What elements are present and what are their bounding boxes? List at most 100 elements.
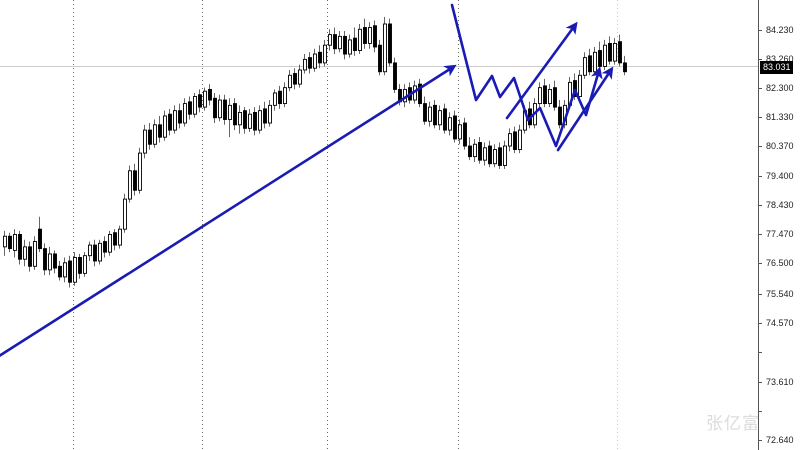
candle — [598, 41, 602, 70]
axis-tick-mark — [759, 176, 762, 177]
channel-lower-arrow[interactable] — [556, 66, 614, 152]
candle-body-down — [378, 44, 382, 73]
candle — [138, 147, 142, 194]
candle — [198, 89, 202, 113]
price-chart-plot[interactable] — [0, 0, 758, 450]
candle — [588, 48, 592, 76]
candle-body-up — [368, 27, 372, 44]
candle — [513, 126, 517, 154]
candle — [143, 124, 147, 159]
axis-tick-label: 84.230 — [766, 25, 794, 35]
candle-body-up — [323, 44, 327, 64]
candle — [218, 94, 222, 122]
candle-body-down — [253, 111, 257, 131]
candle-body-down — [318, 51, 322, 64]
candle-body-down — [213, 97, 217, 119]
candle-body-up — [538, 87, 542, 105]
candle-body-up — [338, 35, 342, 50]
candle — [178, 103, 182, 129]
axis-tick-label: 75.540 — [766, 289, 794, 299]
candle-body-up — [118, 228, 122, 246]
candle-body-down — [263, 108, 267, 124]
candle-body-up — [383, 23, 387, 73]
candle — [153, 119, 157, 148]
candle-body-down — [453, 115, 457, 140]
drawn-annotations-layer[interactable] — [0, 0, 758, 450]
candle-body-up — [298, 69, 302, 85]
candle — [243, 107, 247, 134]
candle-body-up — [33, 241, 37, 267]
candle — [83, 252, 87, 277]
candle-body-up — [123, 198, 127, 230]
candle — [313, 48, 317, 72]
candle — [438, 105, 442, 131]
candle — [473, 138, 477, 162]
candle-body-down — [388, 23, 392, 64]
axis-tick-label: 74.570 — [766, 318, 794, 328]
candle-body-down — [278, 90, 282, 105]
candle — [423, 96, 427, 125]
candle — [318, 45, 322, 69]
axis-tick-mark — [759, 323, 762, 324]
candle-body-up — [508, 133, 512, 147]
price-axis[interactable]: 84.230 83.260 82.300 81.330 80.370 79.400 78.4… — [758, 0, 800, 450]
axis-tick-label: 72.640 — [766, 435, 794, 445]
candle-body-down — [68, 260, 72, 283]
candle-body-up — [218, 99, 222, 119]
candle-body-up — [438, 110, 442, 126]
candle-body-up — [258, 110, 262, 131]
candle — [348, 34, 352, 58]
candle — [233, 98, 237, 131]
candle — [48, 246, 52, 276]
candle-body-up — [128, 170, 132, 200]
candle — [253, 107, 257, 136]
candle-body-down — [618, 41, 622, 64]
candle — [223, 94, 227, 125]
candle-body-down — [343, 35, 347, 55]
axis-tick-mark — [759, 30, 762, 31]
candle — [173, 105, 177, 134]
channel-upper-arrow[interactable] — [505, 21, 578, 120]
candle-body-up — [238, 111, 242, 126]
candle-body-down — [113, 232, 117, 246]
candle-body-down — [198, 94, 202, 108]
candle — [363, 18, 367, 49]
candle-body-up — [428, 106, 432, 122]
candle-body-up — [483, 147, 487, 161]
candle-body-up — [108, 234, 112, 253]
candle — [308, 52, 312, 74]
candle-body-down — [293, 73, 297, 85]
candle — [578, 69, 582, 101]
primary-uptrend-arrow[interactable] — [0, 64, 457, 358]
candle-body-down — [308, 57, 312, 69]
candle-body-up — [313, 53, 317, 69]
axis-tick-mark — [759, 59, 762, 60]
axis-tick-mark — [759, 88, 762, 89]
candle — [463, 117, 467, 150]
candle-body-down — [208, 88, 212, 101]
candle — [38, 216, 42, 253]
candle-body-down — [393, 62, 397, 90]
candle — [433, 100, 437, 129]
candle — [18, 230, 22, 265]
candle — [488, 140, 492, 168]
zigzag-wave-path[interactable] — [450, 3, 603, 148]
candle-body-down — [78, 257, 82, 274]
candle-body-up — [328, 34, 332, 46]
candle — [53, 250, 57, 274]
candle-body-down — [333, 34, 337, 50]
candle — [163, 110, 167, 141]
candle — [333, 27, 337, 55]
axis-tick-label: 78.430 — [766, 200, 794, 210]
candle-body-up — [3, 235, 7, 248]
candle-body-up — [63, 262, 67, 278]
candle-body-down — [148, 129, 152, 145]
candle-body-up — [163, 115, 167, 138]
last-price-badge[interactable]: 83.031 — [760, 61, 793, 74]
candle — [418, 78, 422, 108]
candle — [573, 73, 577, 101]
candle-body-up — [473, 143, 477, 158]
candle-body-up — [283, 87, 287, 105]
candle-body-up — [23, 246, 27, 260]
candle-body-up — [193, 96, 197, 115]
